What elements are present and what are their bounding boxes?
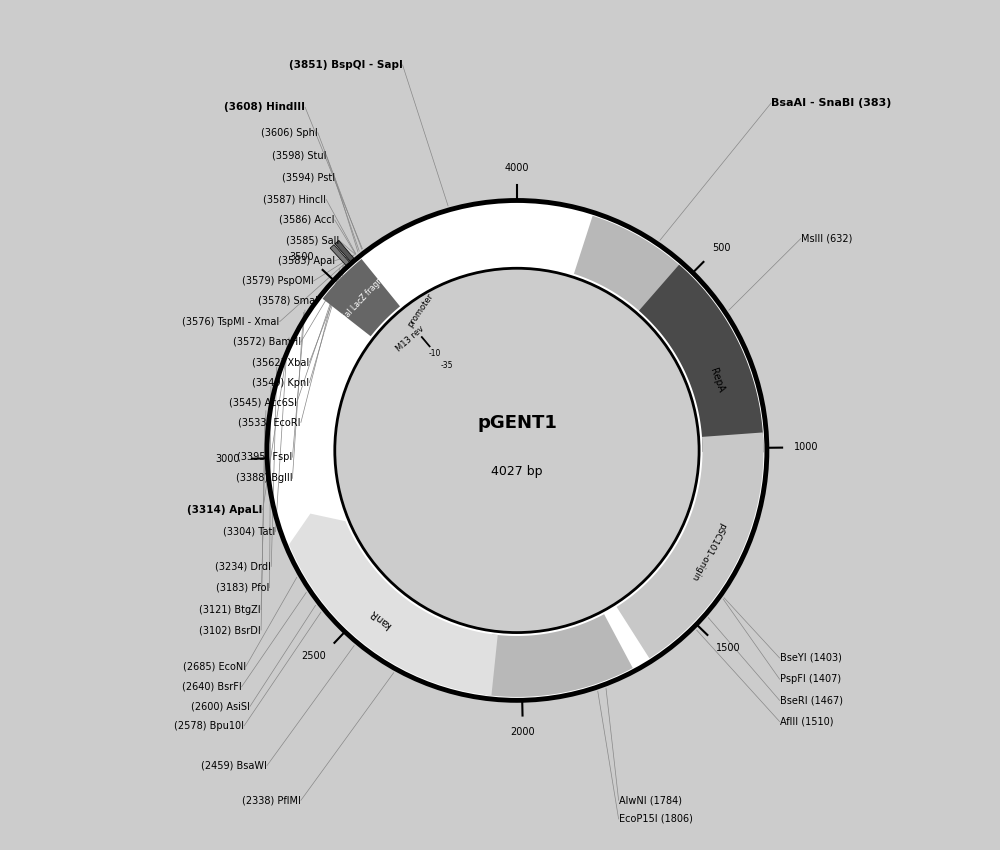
Text: (3594) PstI: (3594) PstI <box>282 173 335 183</box>
Text: -10: -10 <box>429 348 441 358</box>
Text: (3304) TatI: (3304) TatI <box>223 527 275 536</box>
Text: (3562) XbaI: (3562) XbaI <box>252 357 309 367</box>
Text: 500: 500 <box>712 243 730 253</box>
Text: (3549) KpnI: (3549) KpnI <box>252 377 309 388</box>
Text: (3395) FspI: (3395) FspI <box>237 452 292 462</box>
Polygon shape <box>639 264 763 468</box>
Text: 4027 bp: 4027 bp <box>491 465 543 478</box>
Polygon shape <box>574 216 706 332</box>
Text: (3598) StuI: (3598) StuI <box>272 150 326 161</box>
Text: 3000: 3000 <box>216 454 240 464</box>
Text: (3578) SmaI: (3578) SmaI <box>258 296 318 305</box>
Circle shape <box>267 201 767 700</box>
Text: (3388) BglII: (3388) BglII <box>236 473 292 484</box>
Text: promoter: promoter <box>406 292 435 329</box>
Text: (3572) BamHI: (3572) BamHI <box>233 337 301 347</box>
Text: 2000: 2000 <box>510 728 535 738</box>
Text: (3576) TspMI - XmaI: (3576) TspMI - XmaI <box>182 317 280 326</box>
Text: EcoP15I (1806): EcoP15I (1806) <box>619 814 692 824</box>
Text: (3314) ApaLI: (3314) ApaLI <box>187 505 263 515</box>
Text: 2500: 2500 <box>302 651 326 661</box>
Text: (2338) PflMI: (2338) PflMI <box>242 796 301 805</box>
Text: (2685) EcoNI: (2685) EcoNI <box>183 661 246 672</box>
Text: 4000: 4000 <box>505 163 529 173</box>
Text: (3851) BspQI - SapI: (3851) BspQI - SapI <box>289 60 403 70</box>
Text: AlwNI (1784): AlwNI (1784) <box>619 796 682 805</box>
Text: (2578) Bpu10I: (2578) Bpu10I <box>174 721 244 731</box>
Polygon shape <box>289 513 498 695</box>
Text: (3183) PfoI: (3183) PfoI <box>216 582 270 592</box>
Text: (3585) SalI: (3585) SalI <box>286 235 339 246</box>
Text: BsaAI - SnaBI (383): BsaAI - SnaBI (383) <box>771 98 891 108</box>
Text: (2600) AsiSI: (2600) AsiSI <box>191 701 250 711</box>
Text: 1500: 1500 <box>716 643 741 653</box>
Text: AflII (1510): AflII (1510) <box>780 717 833 727</box>
Text: kanR: kanR <box>368 607 394 630</box>
Text: (3583) ApaI: (3583) ApaI <box>278 256 335 266</box>
Text: 1000: 1000 <box>794 443 818 452</box>
Circle shape <box>335 269 699 632</box>
Text: (3587) HincII: (3587) HincII <box>263 195 326 205</box>
Polygon shape <box>335 241 354 262</box>
Text: RepA: RepA <box>708 366 726 394</box>
Text: pSC101-origin: pSC101-origin <box>689 521 727 582</box>
Polygon shape <box>330 245 350 265</box>
Text: MslII (632): MslII (632) <box>801 234 852 244</box>
Text: (3102) BsrDI: (3102) BsrDI <box>199 625 261 635</box>
Text: (3579) PspOMI: (3579) PspOMI <box>242 276 314 286</box>
Text: BseYI (1403): BseYI (1403) <box>780 653 841 663</box>
Text: (3586) AccI: (3586) AccI <box>279 215 335 225</box>
Text: pGENT1: pGENT1 <box>477 414 557 433</box>
Text: -35: -35 <box>440 361 453 370</box>
Text: BseRI (1467): BseRI (1467) <box>780 695 843 706</box>
Text: (3606) SphI: (3606) SphI <box>261 128 318 138</box>
Text: (3234) DrdI: (3234) DrdI <box>215 562 271 571</box>
Text: (3545) Acc6SI: (3545) Acc6SI <box>229 398 297 408</box>
Text: (2640) BsrFI: (2640) BsrFI <box>182 682 242 692</box>
Text: M13 rev: M13 rev <box>395 325 426 354</box>
Text: (2459) BsaWI: (2459) BsaWI <box>201 761 267 771</box>
Text: PspFI (1407): PspFI (1407) <box>780 674 841 684</box>
Polygon shape <box>323 259 400 337</box>
Text: (3533) EcoRI: (3533) EcoRI <box>238 417 301 428</box>
Polygon shape <box>484 615 633 697</box>
Text: (3121) BtgZI: (3121) BtgZI <box>199 604 261 615</box>
Polygon shape <box>617 433 763 659</box>
Text: (3608) HindIII: (3608) HindIII <box>224 102 305 112</box>
Text: 3500: 3500 <box>289 252 314 262</box>
Text: Essential LacZ fragment: Essential LacZ fragment <box>324 265 395 339</box>
